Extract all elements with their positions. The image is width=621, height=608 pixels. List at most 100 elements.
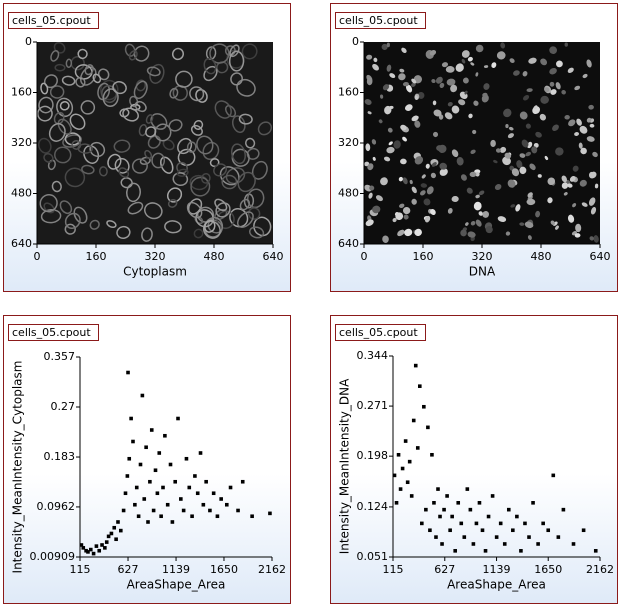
cell (533, 105, 538, 110)
cell (478, 190, 485, 196)
cell (522, 71, 528, 77)
cell (425, 163, 430, 169)
cell (56, 97, 74, 118)
cell (253, 216, 272, 237)
cell (77, 143, 93, 154)
point (400, 466, 405, 471)
point (146, 520, 150, 524)
x-tick-label: 1650 (534, 563, 562, 576)
cell (171, 47, 185, 61)
cell (395, 212, 404, 221)
cell (402, 136, 407, 142)
cell (48, 123, 66, 142)
point (546, 528, 551, 533)
cell (456, 157, 464, 166)
x-tick-label: 115 (383, 563, 404, 576)
point (176, 416, 180, 421)
cell (470, 220, 476, 226)
cell (393, 140, 401, 149)
cell (177, 137, 193, 155)
point (155, 491, 160, 496)
point (240, 479, 245, 484)
point (138, 462, 143, 467)
cell (389, 105, 394, 110)
cell (564, 42, 568, 47)
cell (119, 108, 130, 118)
cell (175, 70, 193, 88)
cell (555, 147, 564, 156)
cell (483, 65, 489, 68)
point (442, 507, 446, 512)
cell (202, 141, 220, 161)
point (459, 521, 464, 526)
cell (563, 192, 568, 196)
cell (126, 182, 141, 203)
cell (451, 149, 459, 158)
cell (586, 59, 592, 68)
y-tick-label: 640 (11, 237, 32, 250)
point (396, 452, 401, 457)
cell (113, 139, 131, 153)
cell (401, 47, 407, 54)
cell (61, 75, 76, 86)
cell (409, 179, 413, 185)
cell (221, 174, 238, 190)
point (415, 446, 420, 450)
cell (397, 229, 405, 237)
x-axis-label: DNA (469, 265, 496, 279)
point (204, 479, 208, 484)
point (134, 485, 139, 490)
cell (586, 117, 592, 123)
cell (444, 112, 453, 120)
point (551, 473, 556, 478)
point (179, 497, 183, 501)
x-tick-label: 160 (413, 250, 434, 263)
point (228, 485, 233, 490)
cell (400, 124, 407, 131)
cell (466, 187, 473, 194)
cell (367, 111, 372, 115)
point (181, 508, 186, 513)
cell (462, 77, 469, 84)
point (428, 528, 432, 533)
title-box (335, 324, 426, 341)
cell (447, 102, 453, 107)
y-tick-label: 0.27 (51, 400, 76, 413)
cell (73, 206, 88, 224)
panel-title: cells_05.cpout (339, 14, 418, 27)
point (151, 508, 156, 513)
cell (135, 79, 147, 92)
cell (549, 46, 558, 55)
cell (426, 186, 434, 195)
cell (491, 62, 497, 68)
point (581, 528, 586, 533)
cell (230, 72, 243, 86)
cell (493, 160, 498, 164)
cell (555, 225, 559, 230)
cell (247, 207, 261, 220)
cell (540, 95, 549, 104)
cell (578, 142, 583, 149)
panel-frame (330, 315, 618, 604)
cell (431, 162, 437, 167)
point (100, 543, 104, 547)
cell (64, 212, 81, 229)
point (432, 501, 436, 505)
cell (568, 119, 576, 127)
y-tick-label: 0.198 (357, 449, 389, 462)
cell (574, 131, 580, 136)
y-tick-label: 0 (25, 35, 32, 48)
cell (236, 211, 254, 228)
point (165, 502, 170, 507)
point (161, 485, 165, 490)
cell (399, 203, 405, 209)
cell (368, 192, 373, 199)
cell (54, 146, 72, 164)
cell (508, 126, 514, 131)
point (201, 502, 206, 507)
cell (467, 56, 473, 62)
cell (54, 63, 66, 72)
cell (228, 50, 245, 72)
point (450, 514, 454, 519)
point (394, 501, 399, 505)
